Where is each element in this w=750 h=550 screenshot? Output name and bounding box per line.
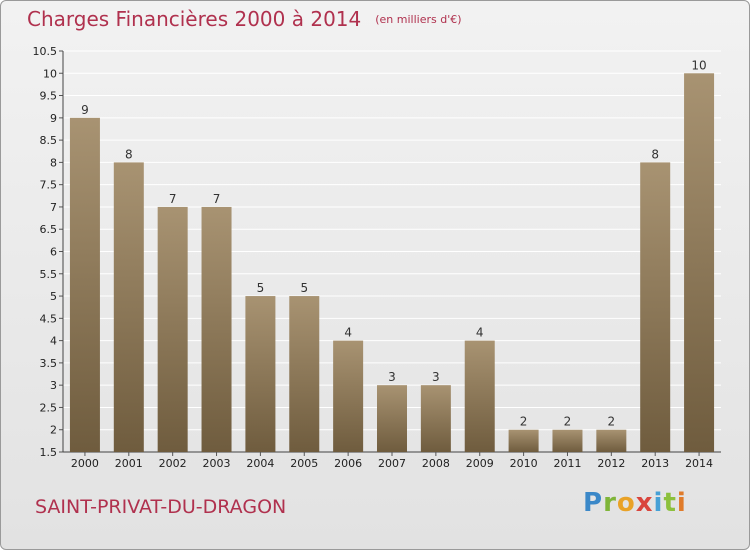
y-tick-label: 8.5 [40, 134, 58, 147]
value-label-2001: 8 [125, 147, 133, 161]
x-tick-label-2004: 2004 [246, 457, 274, 470]
x-tick-label-2003: 2003 [203, 457, 231, 470]
y-tick-label: 7.5 [40, 179, 58, 192]
y-tick-label: 7 [50, 201, 57, 214]
proxiti-logo: Proxiti [583, 488, 687, 518]
y-tick-label: 4.5 [40, 312, 58, 325]
commune-name: SAINT-PRIVAT-DU-DRAGON [35, 496, 287, 518]
y-tick-label: 2.5 [40, 401, 58, 414]
x-tick-label-2005: 2005 [290, 457, 318, 470]
bar-2002 [157, 206, 188, 452]
bar-2011 [552, 429, 583, 452]
x-tick-label-2007: 2007 [378, 457, 406, 470]
bar-2009 [464, 340, 495, 452]
chart-unit: (en milliers d'€) [375, 13, 462, 26]
y-tick-label: 1.5 [40, 446, 58, 459]
x-tick-label-2002: 2002 [159, 457, 187, 470]
x-tick-label-2001: 2001 [115, 457, 143, 470]
chart-title: Charges Financières 2000 à 2014 (en milli… [27, 7, 462, 31]
bar-2013 [640, 162, 671, 452]
y-tick-label: 5 [50, 290, 57, 303]
x-tick-label-2011: 2011 [553, 457, 581, 470]
value-label-2014: 10 [691, 58, 706, 72]
labels: 1.5 2 2.5 3 3.5 4 4.5 5 5.5 6 6.5 7 7.5 8 8.5 9 9.5 10 10.… [33, 45, 714, 470]
value-label-2000: 9 [81, 103, 89, 117]
x-tick-label-2009: 2009 [466, 457, 494, 470]
value-label-2002: 7 [169, 192, 177, 206]
x-tick-label-2012: 2012 [597, 457, 625, 470]
y-tick-label: 2 [50, 424, 57, 437]
y-tick-label: 9.5 [40, 90, 58, 103]
x-tick-label-2008: 2008 [422, 457, 450, 470]
value-label-2008: 3 [432, 370, 440, 384]
bar-2000 [69, 117, 100, 452]
bars [69, 73, 715, 453]
x-tick-label-2010: 2010 [510, 457, 538, 470]
x-tick-label-2006: 2006 [334, 457, 362, 470]
bar-2008 [420, 385, 451, 452]
value-label-2013: 8 [651, 147, 659, 161]
bar-2004 [245, 296, 276, 452]
y-tick-label: 9 [50, 112, 57, 125]
y-tick-label: 6.5 [40, 223, 58, 236]
y-tick-label: 4 [50, 335, 57, 348]
value-label-2012: 2 [608, 415, 616, 429]
y-tick-label: 10.5 [33, 45, 58, 58]
y-tick-label: 3.5 [40, 357, 58, 370]
chart-title-text: Charges Financières 2000 à 2014 [27, 7, 362, 31]
bar-2003 [201, 206, 232, 452]
x-tick-label-2013: 2013 [641, 457, 669, 470]
value-label-2011: 2 [564, 415, 572, 429]
bar-2007 [377, 385, 407, 452]
bar-2014 [684, 73, 715, 453]
y-tick-label: 5.5 [40, 268, 58, 281]
bar-2010 [508, 429, 539, 452]
x-tick-label-2014: 2014 [685, 457, 713, 470]
value-label-2010: 2 [520, 415, 528, 429]
value-label-2007: 3 [388, 370, 396, 384]
y-tick-label: 6 [50, 246, 57, 259]
bar-2001 [113, 162, 144, 452]
x-tick-label-2000: 2000 [71, 457, 99, 470]
bar-2012 [596, 429, 627, 452]
value-label-2006: 4 [344, 326, 352, 340]
y-tick-label: 8 [50, 156, 57, 169]
value-label-2005: 5 [300, 281, 308, 295]
value-label-2003: 7 [213, 192, 221, 206]
y-tick-label: 3 [50, 379, 57, 392]
y-tick-label: 10 [43, 67, 57, 80]
value-label-2004: 5 [257, 281, 265, 295]
bar-2006 [333, 340, 364, 452]
bar-2005 [289, 296, 320, 452]
value-label-2009: 4 [476, 326, 484, 340]
